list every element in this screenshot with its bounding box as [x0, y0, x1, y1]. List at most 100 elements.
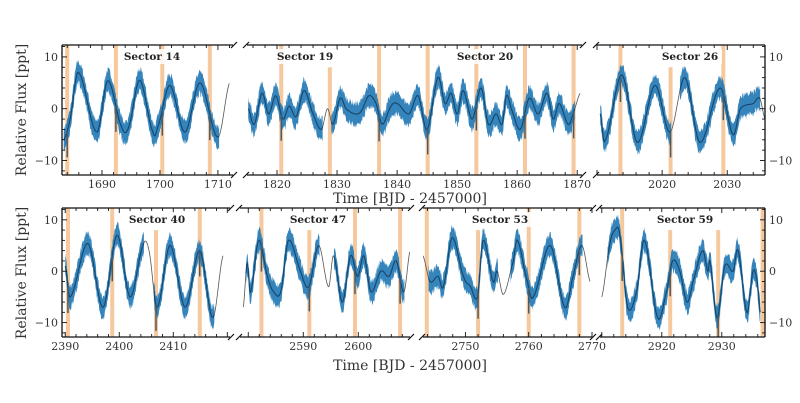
- panel-6: 2750 2760 2770 Sector 53: [418, 204, 606, 353]
- panel-5: 2590 2600 Sector 47: [235, 204, 415, 353]
- transit-band: [65, 45, 70, 175]
- axis-break-mark: [589, 333, 597, 341]
- panel-plot-area: [242, 208, 410, 337]
- flux-band: [679, 65, 761, 155]
- axis-break-mark: [579, 41, 587, 49]
- y-tick-label: 0: [51, 103, 58, 116]
- model-curve: [582, 246, 591, 282]
- flux-band: [428, 224, 498, 312]
- y-tick-label: 0: [769, 103, 776, 116]
- x-tick-label: 1830: [323, 178, 351, 191]
- flux-band: [63, 59, 220, 152]
- model-curve: [319, 246, 335, 288]
- sector-label-bg: [273, 49, 337, 64]
- flux-band: [607, 214, 761, 331]
- x-tick-label: 1860: [503, 178, 531, 191]
- model-curve: [143, 240, 155, 291]
- flux-curve: [153, 244, 215, 319]
- axis-break-mark: [595, 204, 603, 212]
- x-tick-label: 2750: [451, 340, 479, 353]
- axis-break-mark: [242, 41, 250, 49]
- panel-7: 2920 2930 10 0 −10 Sector 59: [595, 204, 792, 353]
- panel-1: 1690 1700 1710 10 0 −10 Sector 14: [35, 41, 238, 191]
- x-tick-label: 2600: [344, 340, 372, 353]
- model-curve: [423, 255, 429, 279]
- transit-band: [476, 230, 481, 337]
- transit-band: [153, 230, 158, 337]
- flux-curve: [63, 71, 220, 141]
- sector-label-bg: [120, 49, 184, 64]
- transit-band: [65, 208, 70, 337]
- model-curve: [601, 257, 608, 298]
- panel-plot-area: [247, 45, 581, 175]
- x-tick-label: 2760: [515, 340, 543, 353]
- y-tick-label: 10: [769, 214, 783, 227]
- flux-band: [510, 228, 583, 321]
- flux-curve: [64, 234, 145, 308]
- x-tick-label: 2390: [51, 340, 79, 353]
- panel-2: 1820 1830 1840 1850 1860 1870 Sector 19 Sector …: [242, 41, 591, 191]
- x-tick-label: 2930: [708, 340, 736, 353]
- panel-3: 2020 2030 10 0 −10 Sector 26: [592, 41, 792, 191]
- x-tick-label: 2030: [713, 178, 741, 191]
- axis-break-mark: [418, 204, 426, 212]
- model-curve: [218, 83, 230, 137]
- y-tick-label: 0: [769, 265, 776, 278]
- transit-band: [424, 208, 429, 337]
- y-tick-label: 10: [769, 51, 783, 64]
- y-tick-label: −10: [769, 317, 792, 330]
- y-tick-label: 0: [51, 265, 58, 278]
- y-tick-label: 10: [44, 214, 58, 227]
- panel-plot-area: [423, 208, 591, 337]
- flux-band: [333, 241, 405, 313]
- axis-break-mark: [235, 333, 243, 341]
- panel-plot-area: [63, 45, 230, 175]
- sector-label: Sector 26: [662, 51, 718, 63]
- y-tick-label: 10: [44, 51, 58, 64]
- axis-break-mark: [230, 41, 238, 49]
- sector-label-bg: [653, 212, 717, 227]
- y-tick-label: −10: [35, 154, 58, 167]
- axis-break-mark: [407, 333, 415, 341]
- sector-label: Sector 47: [290, 214, 346, 226]
- axis-break-mark: [418, 333, 426, 341]
- x-tick-label: 1820: [263, 178, 291, 191]
- axis-break-mark: [242, 171, 250, 179]
- sector-label: Sector 14: [124, 51, 180, 63]
- panel-plot-area: [601, 208, 765, 337]
- xlabel-bottom: Time [BJD - 2457000]: [333, 358, 487, 374]
- flux-curve: [245, 239, 320, 297]
- flux-curve: [510, 239, 583, 309]
- sector-label: Sector 20: [457, 51, 513, 63]
- y-tick-label: −10: [35, 317, 58, 330]
- sector-label: Sector 40: [129, 214, 185, 226]
- ylabel-top: Relative Flux [ppt]: [14, 44, 30, 176]
- transit-band: [716, 230, 721, 337]
- x-tick-label: 2410: [159, 340, 187, 353]
- flux-curve: [607, 226, 761, 320]
- model-curve: [242, 273, 247, 308]
- transit-band: [618, 45, 623, 175]
- x-tick-label: 1700: [146, 178, 174, 191]
- transit-band: [327, 67, 332, 175]
- sector-label-bg: [125, 212, 189, 227]
- transit-band: [526, 208, 531, 337]
- axis-break-mark: [407, 204, 415, 212]
- axis-break-mark: [227, 333, 235, 341]
- flux-band: [248, 77, 323, 141]
- x-tick-label: 1850: [443, 178, 471, 191]
- panel-plot-area: [64, 208, 224, 337]
- flux-band: [331, 64, 575, 143]
- sector-label: Sector 19: [277, 51, 333, 63]
- x-tick-label: 1870: [563, 178, 591, 191]
- flux-curve: [247, 90, 324, 131]
- axis-break-mark: [592, 41, 600, 49]
- transit-band: [760, 208, 765, 337]
- axis-break-mark: [595, 333, 603, 341]
- transit-band: [668, 67, 673, 175]
- sector-label-bg: [658, 49, 722, 64]
- panel-4: 2390 2400 2410 10 0 −10 Sector 40: [35, 204, 235, 353]
- axis-break-mark: [589, 204, 597, 212]
